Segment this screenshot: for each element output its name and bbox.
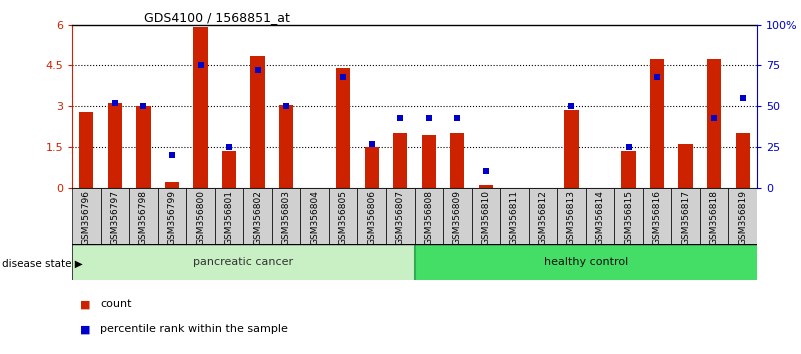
Bar	[193, 28, 207, 188]
Text: GSM356814: GSM356814	[595, 190, 605, 245]
FancyBboxPatch shape	[415, 244, 757, 280]
Bar	[136, 106, 151, 188]
Bar	[622, 151, 636, 188]
Bar	[479, 185, 493, 188]
Text: percentile rank within the sample: percentile rank within the sample	[100, 324, 288, 334]
Bar	[279, 105, 293, 188]
FancyBboxPatch shape	[700, 188, 728, 244]
Text: GSM356810: GSM356810	[481, 190, 490, 245]
FancyBboxPatch shape	[500, 188, 529, 244]
Text: count: count	[100, 299, 131, 309]
FancyBboxPatch shape	[72, 188, 101, 244]
FancyBboxPatch shape	[215, 188, 244, 244]
Text: ■: ■	[80, 299, 91, 309]
Text: GSM356813: GSM356813	[567, 190, 576, 245]
FancyBboxPatch shape	[472, 188, 500, 244]
Text: GSM356809: GSM356809	[453, 190, 462, 245]
FancyBboxPatch shape	[728, 188, 757, 244]
FancyBboxPatch shape	[386, 188, 415, 244]
FancyBboxPatch shape	[529, 188, 557, 244]
FancyBboxPatch shape	[129, 188, 158, 244]
FancyBboxPatch shape	[557, 188, 586, 244]
FancyBboxPatch shape	[158, 188, 186, 244]
FancyBboxPatch shape	[300, 188, 329, 244]
Text: GSM356801: GSM356801	[224, 190, 234, 245]
Bar	[650, 59, 664, 188]
Bar	[707, 59, 721, 188]
Text: GSM356797: GSM356797	[111, 190, 119, 245]
Text: ■: ■	[80, 324, 91, 334]
Bar	[336, 68, 350, 188]
Text: GSM356816: GSM356816	[653, 190, 662, 245]
Text: GSM356805: GSM356805	[339, 190, 348, 245]
Text: GDS4100 / 1568851_at: GDS4100 / 1568851_at	[144, 11, 290, 24]
Bar	[565, 110, 578, 188]
Text: GSM356808: GSM356808	[425, 190, 433, 245]
Text: GSM356819: GSM356819	[739, 190, 747, 245]
Text: GSM356806: GSM356806	[367, 190, 376, 245]
FancyBboxPatch shape	[443, 188, 472, 244]
FancyBboxPatch shape	[72, 244, 415, 280]
Bar	[222, 151, 236, 188]
Bar	[450, 133, 465, 188]
Text: GSM356799: GSM356799	[167, 190, 176, 245]
Text: GSM356804: GSM356804	[310, 190, 319, 245]
Text: GSM356802: GSM356802	[253, 190, 262, 245]
Text: GSM356815: GSM356815	[624, 190, 633, 245]
FancyBboxPatch shape	[186, 188, 215, 244]
Text: GSM356807: GSM356807	[396, 190, 405, 245]
Text: GSM356817: GSM356817	[681, 190, 690, 245]
Bar	[364, 147, 379, 188]
Text: GSM356798: GSM356798	[139, 190, 148, 245]
FancyBboxPatch shape	[671, 188, 700, 244]
Text: GSM356811: GSM356811	[510, 190, 519, 245]
Bar	[735, 133, 750, 188]
Text: GSM356800: GSM356800	[196, 190, 205, 245]
FancyBboxPatch shape	[272, 188, 300, 244]
Bar	[79, 112, 94, 188]
Bar	[108, 103, 122, 188]
Bar	[251, 56, 264, 188]
Bar	[421, 135, 436, 188]
Text: GSM356796: GSM356796	[82, 190, 91, 245]
FancyBboxPatch shape	[586, 188, 614, 244]
FancyBboxPatch shape	[101, 188, 129, 244]
Text: pancreatic cancer: pancreatic cancer	[193, 257, 293, 267]
FancyBboxPatch shape	[357, 188, 386, 244]
Text: GSM356812: GSM356812	[538, 190, 547, 245]
Text: healthy control: healthy control	[544, 257, 628, 267]
FancyBboxPatch shape	[244, 188, 272, 244]
Text: disease state ▶: disease state ▶	[2, 259, 83, 269]
Text: GSM356803: GSM356803	[282, 190, 291, 245]
FancyBboxPatch shape	[329, 188, 357, 244]
Text: GSM356818: GSM356818	[710, 190, 718, 245]
FancyBboxPatch shape	[415, 188, 443, 244]
Bar	[678, 144, 693, 188]
FancyBboxPatch shape	[614, 188, 642, 244]
FancyBboxPatch shape	[642, 188, 671, 244]
Bar	[165, 182, 179, 188]
Bar	[393, 133, 408, 188]
